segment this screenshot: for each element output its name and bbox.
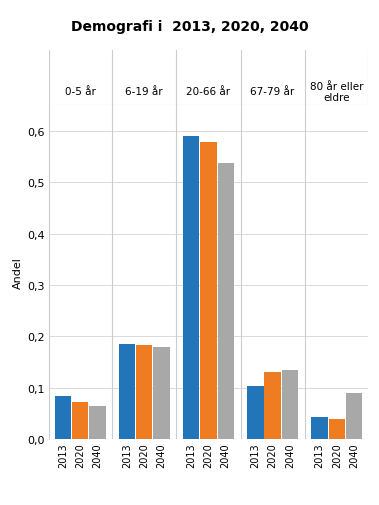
Y-axis label: Andel: Andel [13, 257, 23, 288]
Bar [218, 164, 234, 439]
Text: 20-66 år: 20-66 år [186, 87, 230, 97]
Bar [329, 419, 345, 439]
Bar [89, 406, 106, 439]
Bar [265, 373, 281, 439]
Bar [72, 402, 88, 439]
Text: 67-79 år: 67-79 år [251, 87, 295, 97]
Bar [200, 143, 217, 439]
Text: 0-5 år: 0-5 år [65, 87, 96, 97]
Bar [311, 417, 328, 439]
Bar [183, 137, 199, 439]
Bar [136, 345, 152, 439]
Text: 80 år eller
eldre: 80 år eller eldre [310, 81, 363, 103]
Text: 6-19 år: 6-19 år [125, 87, 163, 97]
Bar [282, 370, 298, 439]
Bar [55, 396, 71, 439]
Text: Demografi i  2013, 2020, 2040: Demografi i 2013, 2020, 2040 [71, 20, 308, 34]
Bar [247, 386, 263, 439]
Bar [153, 347, 170, 439]
Bar [119, 344, 135, 439]
Bar [346, 394, 362, 439]
